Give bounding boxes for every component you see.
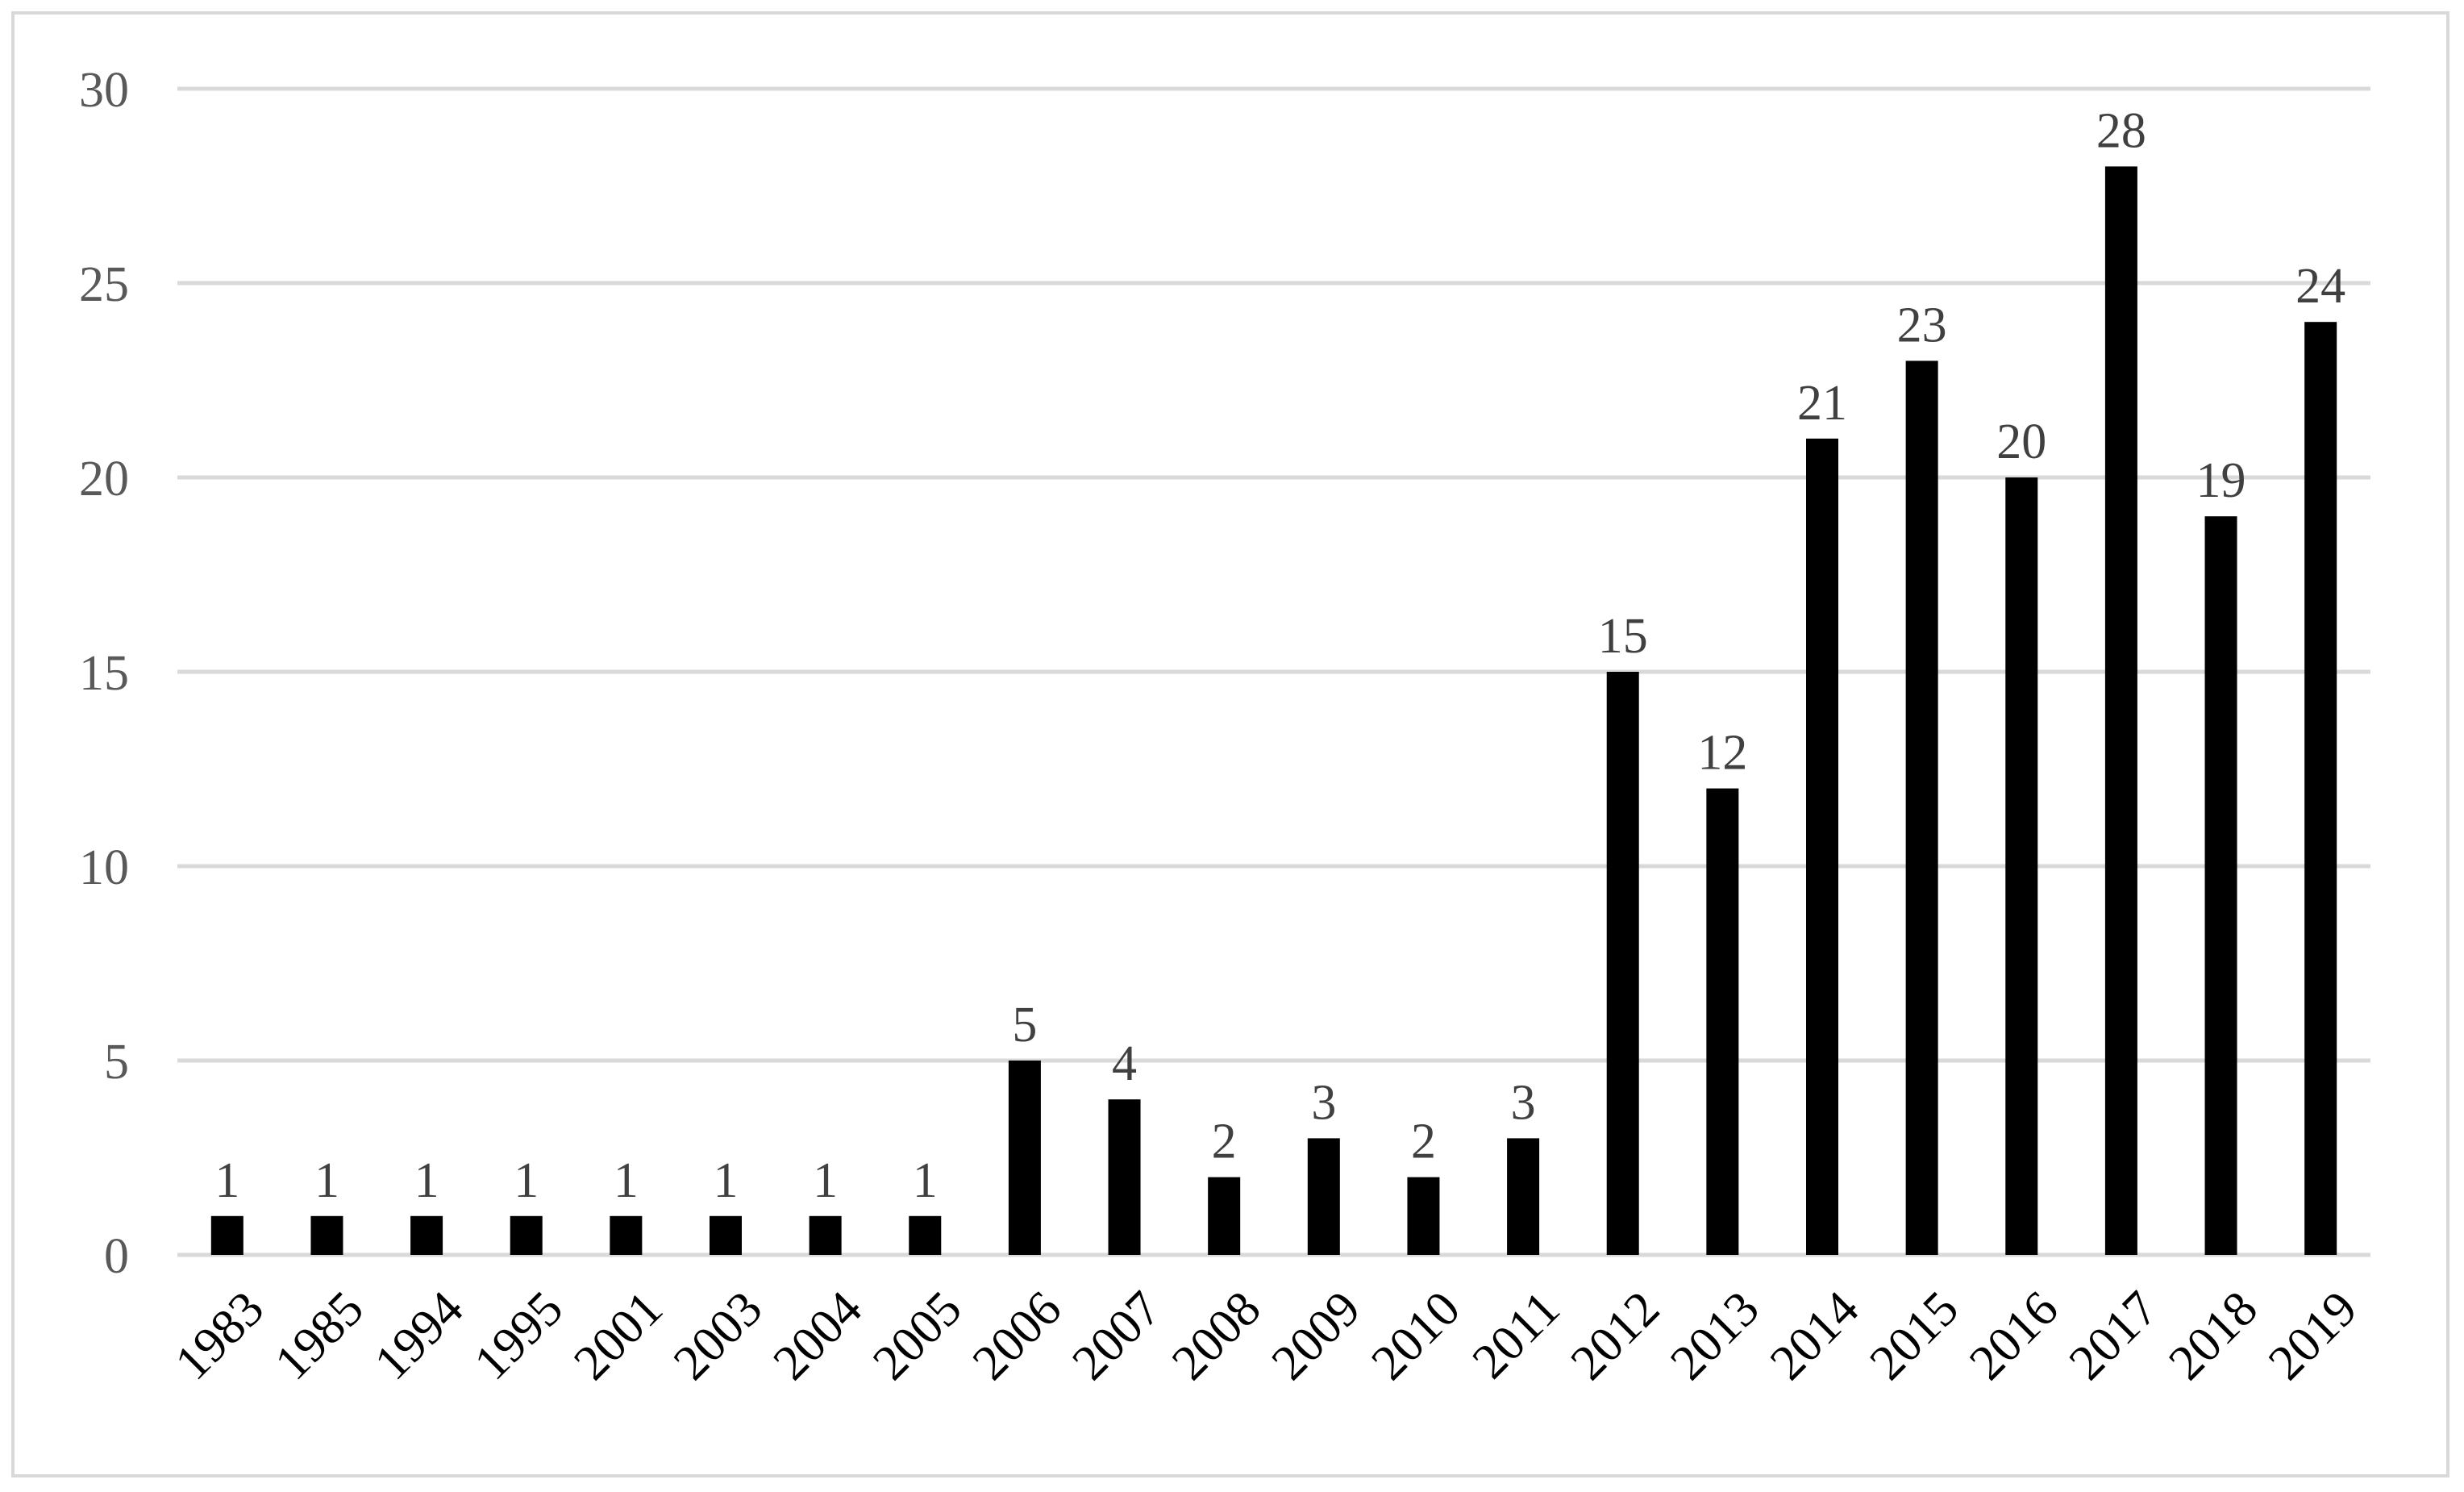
bar xyxy=(909,1215,942,1255)
gridlines xyxy=(177,86,2370,1257)
data-label: 4 xyxy=(1112,1036,1137,1091)
data-label: 2 xyxy=(1411,1115,1436,1169)
bar xyxy=(1108,1099,1141,1255)
x-tick-label: 2012 xyxy=(1560,1281,1670,1390)
data-label: 1 xyxy=(414,1153,439,1208)
bar xyxy=(310,1215,343,1255)
x-tick-label: 2003 xyxy=(664,1281,773,1390)
data-label: 20 xyxy=(1996,415,2046,469)
bar xyxy=(2005,477,2038,1255)
data-label: 28 xyxy=(2096,103,2146,158)
data-label: 1 xyxy=(614,1153,639,1208)
y-tick-label: 10 xyxy=(79,840,129,895)
bar xyxy=(1307,1138,1340,1255)
data-label: 15 xyxy=(1598,609,1648,664)
bar xyxy=(510,1215,543,1255)
x-tick-label: 1994 xyxy=(364,1281,474,1390)
x-tick-label: 2018 xyxy=(2158,1281,2268,1390)
x-tick-label: 2010 xyxy=(1361,1281,1471,1390)
x-tick-label: 2009 xyxy=(1262,1281,1371,1390)
x-tick-label: 2011 xyxy=(1462,1281,1570,1389)
bar xyxy=(2304,322,2337,1256)
bar xyxy=(1606,672,1639,1255)
bar xyxy=(1008,1061,1041,1255)
bar xyxy=(2104,166,2137,1255)
bars xyxy=(210,166,2337,1256)
data-label: 2 xyxy=(1212,1115,1237,1169)
data-label: 3 xyxy=(1311,1075,1336,1130)
data-label: 1 xyxy=(913,1153,938,1208)
data-label: 21 xyxy=(1797,376,1847,431)
bar xyxy=(809,1215,842,1255)
bar xyxy=(1806,438,1838,1255)
y-axis-ticks: 0 5 10 15 20 25 30 xyxy=(79,63,129,1284)
data-label: 5 xyxy=(1012,998,1037,1052)
bar xyxy=(2204,516,2237,1255)
x-tick-label: 2006 xyxy=(963,1281,1072,1390)
x-tick-label: 2005 xyxy=(863,1281,972,1390)
data-label: 1 xyxy=(214,1153,239,1208)
y-tick-label: 30 xyxy=(79,63,129,118)
data-label: 23 xyxy=(1897,298,1947,352)
y-tick-label: 0 xyxy=(104,1229,129,1284)
y-tick-label: 15 xyxy=(79,646,129,701)
x-tick-label: 1985 xyxy=(264,1281,374,1390)
y-tick-label: 5 xyxy=(104,1035,129,1090)
x-tick-label: 2014 xyxy=(1760,1281,1870,1390)
bar xyxy=(1706,788,1739,1255)
bar xyxy=(1507,1138,1540,1255)
x-tick-label: 2019 xyxy=(2258,1281,2368,1390)
data-label: 19 xyxy=(2196,453,2246,508)
x-tick-label: 2013 xyxy=(1660,1281,1770,1390)
data-label: 1 xyxy=(314,1153,339,1208)
x-tick-label: 1983 xyxy=(165,1281,275,1390)
bar xyxy=(1407,1177,1440,1255)
x-tick-label: 2007 xyxy=(1062,1281,1172,1390)
data-label: 1 xyxy=(714,1153,739,1208)
data-label: 24 xyxy=(2295,259,2345,314)
y-tick-label: 20 xyxy=(79,452,129,506)
y-tick-label: 25 xyxy=(79,257,129,312)
data-label: 3 xyxy=(1511,1075,1536,1130)
data-label: 1 xyxy=(813,1153,838,1208)
x-tick-label: 2016 xyxy=(1959,1281,2069,1390)
data-label: 1 xyxy=(514,1153,539,1208)
data-label: 12 xyxy=(1697,726,1747,781)
x-tick-label: 2015 xyxy=(1859,1281,1969,1390)
bar xyxy=(610,1215,643,1255)
x-axis-ticks: 1983198519941995200120032004200520062007… xyxy=(165,1281,2368,1390)
x-tick-label: 2017 xyxy=(2059,1281,2169,1390)
x-tick-label: 1995 xyxy=(464,1281,573,1390)
bar xyxy=(710,1215,742,1255)
x-tick-label: 2004 xyxy=(763,1281,872,1390)
bar xyxy=(1208,1177,1241,1255)
x-tick-label: 2008 xyxy=(1162,1281,1272,1390)
bar xyxy=(1905,360,1938,1255)
x-tick-label: 2001 xyxy=(564,1281,673,1390)
bar xyxy=(410,1215,443,1255)
bar xyxy=(210,1215,243,1255)
